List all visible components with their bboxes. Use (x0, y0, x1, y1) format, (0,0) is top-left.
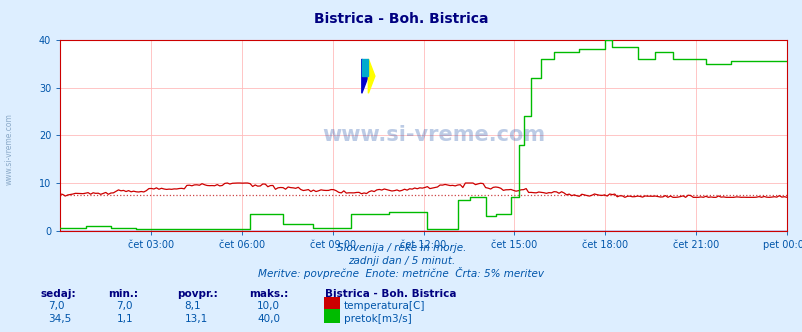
Text: Bistrica - Boh. Bistrica: Bistrica - Boh. Bistrica (325, 289, 456, 299)
Text: temperatura[C]: temperatura[C] (343, 301, 424, 311)
Text: 7,0: 7,0 (48, 301, 65, 311)
Text: Meritve: povprečne  Enote: metrične  Črta: 5% meritev: Meritve: povprečne Enote: metrične Črta:… (258, 267, 544, 279)
Text: pretok[m3/s]: pretok[m3/s] (343, 314, 411, 324)
Text: www.si-vreme.com: www.si-vreme.com (322, 125, 545, 145)
Text: maks.:: maks.: (249, 289, 288, 299)
Text: 8,1: 8,1 (184, 301, 201, 311)
Text: sedaj:: sedaj: (40, 289, 75, 299)
Text: zadnji dan / 5 minut.: zadnji dan / 5 minut. (347, 256, 455, 266)
Polygon shape (362, 59, 368, 93)
Polygon shape (362, 59, 368, 76)
Polygon shape (368, 59, 375, 93)
Text: 1,1: 1,1 (116, 314, 133, 324)
Text: 34,5: 34,5 (48, 314, 71, 324)
Text: 40,0: 40,0 (257, 314, 280, 324)
Text: 7,0: 7,0 (116, 301, 133, 311)
Text: Bistrica - Boh. Bistrica: Bistrica - Boh. Bistrica (314, 12, 488, 26)
Text: 13,1: 13,1 (184, 314, 208, 324)
Text: Slovenija / reke in morje.: Slovenija / reke in morje. (336, 243, 466, 253)
Text: min.:: min.: (108, 289, 138, 299)
Text: 10,0: 10,0 (257, 301, 280, 311)
Text: povpr.:: povpr.: (176, 289, 217, 299)
Text: www.si-vreme.com: www.si-vreme.com (5, 114, 14, 185)
